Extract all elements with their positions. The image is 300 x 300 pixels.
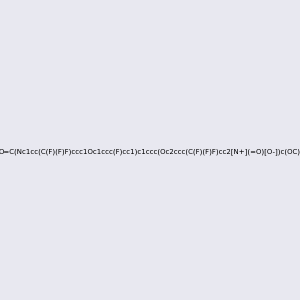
Text: O=C(Nc1cc(C(F)(F)F)ccc1Oc1ccc(F)cc1)c1ccc(Oc2ccc(C(F)(F)F)cc2[N+](=O)[O-])c(OC)c: O=C(Nc1cc(C(F)(F)F)ccc1Oc1ccc(F)cc1)c1cc… xyxy=(0,148,300,155)
